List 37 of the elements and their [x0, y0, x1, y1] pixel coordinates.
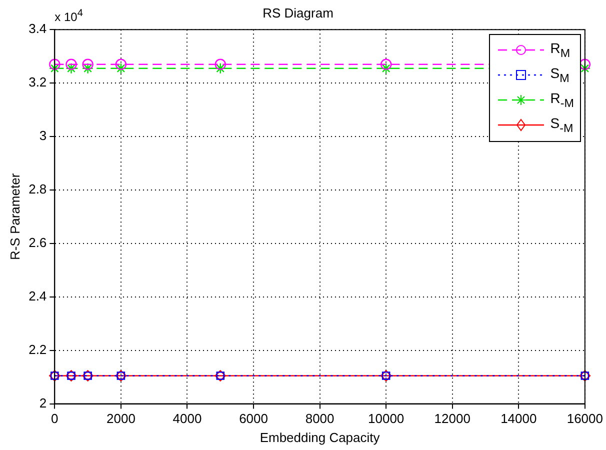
legend-label: S$_{-M}$ [550, 115, 574, 135]
y-tick-label: 2.4 [28, 288, 47, 304]
x-axis-title: Embedding Capacity [260, 430, 380, 445]
point [66, 62, 77, 74]
y-tick-label: 2 [39, 395, 47, 410]
point [380, 62, 392, 74]
point [214, 62, 226, 74]
point [380, 58, 392, 70]
y-tick-label: 2.6 [28, 235, 47, 250]
legend-label: R$_{-M}$ [550, 90, 574, 110]
point [82, 58, 94, 70]
point [49, 58, 60, 70]
y-tick-label: 2.8 [28, 182, 47, 197]
legend-label: S$_{M}$ [550, 65, 570, 85]
y-tick-label: 2.2 [28, 342, 47, 357]
point [66, 58, 77, 70]
x-tick-label: 6000 [239, 411, 268, 426]
y-tick-label: 3.2 [28, 74, 47, 90]
x-tick-label: 0 [51, 411, 58, 426]
y-tick-label: 3 [39, 128, 47, 144]
text: x 10$^{4}$ [54, 8, 83, 24]
point [115, 62, 127, 74]
point [214, 58, 226, 70]
chart-title: RS Diagram [262, 5, 334, 20]
x-tick-label: 8000 [305, 411, 334, 426]
point [49, 62, 60, 74]
legend-label: R$_{M}$ [550, 40, 570, 60]
x-tick-label: 12000 [434, 411, 470, 426]
y-tick-label: 3.4 [28, 21, 47, 36]
x-tick-label: 16000 [566, 411, 604, 426]
x-tick-label: 4000 [172, 411, 202, 426]
point [115, 58, 127, 70]
point [82, 62, 94, 74]
x-tick-label: 10000 [368, 411, 404, 426]
x-tick-label: 14000 [500, 411, 537, 426]
x-tick-label: 2000 [106, 411, 136, 426]
y-axis-title: R-S Parameter [7, 172, 22, 260]
